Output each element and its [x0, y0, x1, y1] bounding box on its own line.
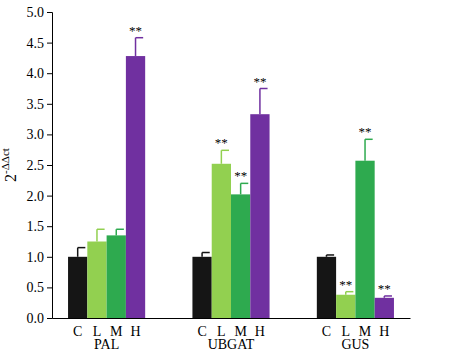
bar — [355, 161, 374, 318]
y-tick-label: 2.0 — [27, 189, 45, 204]
chart: 0.0 0.5 1.0 1.5 2.0 2.5 3.0 3.5 4.0 4.5 5.0 PAL UBGA… — [0, 0, 474, 355]
error-cap — [116, 229, 124, 231]
y-tick-label: 4.0 — [27, 66, 45, 81]
x-tick-label: UBGAT — [208, 337, 255, 352]
y-tick-label: 1.5 — [27, 219, 45, 234]
error-cap — [202, 252, 210, 254]
y-tick: 1.5 — [27, 219, 53, 234]
y-tick-label: 1.0 — [27, 250, 45, 265]
x-tick-label: GUS — [341, 337, 369, 352]
bar — [68, 257, 87, 318]
y-tick: 3.0 — [27, 127, 53, 142]
annotations: ** ** ** ** ** ** ** — [129, 23, 391, 296]
series-label: H — [379, 324, 389, 339]
y-tick-label: 0.0 — [27, 311, 45, 326]
y-tick: 3.5 — [27, 97, 53, 112]
series-labels: CLMHCLMHCLMH — [73, 324, 389, 339]
series-label: L — [93, 324, 102, 339]
y-tick-label: 0.5 — [27, 280, 45, 295]
y-tick-mark — [47, 43, 52, 44]
error-cap — [78, 247, 86, 249]
y-tick-mark — [47, 104, 52, 105]
y-tick-label: 2.5 — [27, 158, 45, 173]
series-label: M — [234, 324, 247, 339]
annotation: ** — [253, 74, 266, 89]
error-bar — [364, 139, 366, 160]
annotation: ** — [359, 124, 372, 139]
error-cap — [326, 254, 334, 256]
y-tick-mark — [47, 318, 52, 319]
series-label: C — [322, 324, 331, 339]
x-axis: PAL UBGAT GUS — [53, 318, 411, 352]
y-tick: 2.5 — [27, 158, 53, 173]
bar — [250, 114, 269, 318]
y-tick-mark — [47, 73, 52, 74]
annotation: ** — [339, 277, 352, 292]
bar — [317, 257, 336, 318]
bar — [212, 164, 231, 318]
error-bar — [135, 38, 137, 56]
y-tick: 0.5 — [27, 280, 53, 295]
series-label: M — [110, 324, 123, 339]
annotation: ** — [234, 168, 247, 183]
series-label: C — [73, 324, 82, 339]
error-bar — [77, 248, 79, 257]
y-tick: 0.0 — [27, 311, 53, 326]
y-axis: 0.0 0.5 1.0 1.5 2.0 2.5 3.0 3.5 4.0 4.5 5.0 — [27, 5, 53, 326]
series-label: L — [341, 324, 350, 339]
y-tick: 5.0 — [27, 5, 53, 20]
x-tick: UBGAT — [208, 318, 255, 352]
bar — [231, 194, 250, 318]
x-axis-line — [53, 318, 411, 319]
series-label: L — [217, 324, 226, 339]
annotation: ** — [215, 135, 228, 150]
series-label: C — [197, 324, 206, 339]
plot-area — [68, 38, 394, 318]
y-tick-mark — [47, 196, 52, 197]
y-axis-line — [47, 13, 53, 319]
error-bar — [221, 150, 223, 163]
error-bar — [115, 229, 117, 235]
series-label: H — [130, 324, 140, 339]
y-tick-mark — [47, 134, 52, 135]
y-tick-mark — [47, 257, 52, 258]
y-tick-label: 3.0 — [27, 127, 45, 142]
y-tick-mark — [47, 287, 52, 288]
error-cap — [97, 229, 105, 231]
y-tick-label: 5.0 — [27, 5, 45, 20]
bar — [192, 257, 211, 318]
series-label: M — [359, 324, 372, 339]
y-tick-mark — [47, 12, 52, 13]
y-tick-label: 3.5 — [27, 97, 45, 112]
y-tick: 1.0 — [27, 250, 53, 265]
x-tick-label: PAL — [94, 337, 119, 352]
bar — [336, 295, 355, 318]
y-tick: 4.5 — [27, 36, 53, 51]
y-tick-mark — [47, 226, 52, 227]
error-bar — [259, 89, 261, 115]
error-bar — [240, 183, 242, 194]
bar — [126, 56, 145, 318]
error-bar — [96, 229, 98, 241]
annotation: ** — [129, 23, 142, 38]
series-label: H — [255, 324, 265, 339]
y-tick: 4.0 — [27, 66, 53, 81]
annotation: ** — [378, 281, 391, 296]
y-axis-title: 2-ΔΔct — [0, 148, 19, 182]
bar — [375, 298, 394, 318]
y-tick-label: 4.5 — [27, 36, 45, 51]
bar — [87, 242, 106, 319]
bar — [107, 235, 126, 318]
y-tick: 2.0 — [27, 189, 53, 204]
y-tick-mark — [47, 165, 52, 166]
